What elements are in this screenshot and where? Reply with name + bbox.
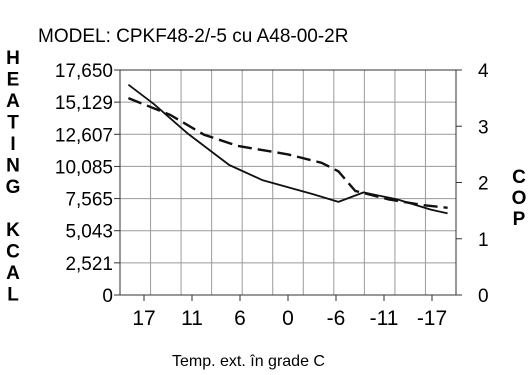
y-tick-label-left: 15,129 — [55, 93, 113, 114]
y-axis-ticks-right: 4 3 2 1 0 — [456, 61, 489, 307]
x-tick-label: -6 — [327, 307, 346, 330]
y-axis-label-left-letter: C — [6, 242, 20, 263]
y-axis-label-left-letter: T — [7, 113, 19, 134]
y-axis-label-left-letter: N — [6, 156, 20, 177]
y-axis-ticks-left: 17,650 15,129 12,607 10,085 7,565 5,043 2,521 0 — [55, 61, 120, 307]
series-lines — [127, 83, 448, 215]
y-tick-label-right: 3 — [478, 117, 489, 138]
y-axis-label-left-letter: A — [6, 91, 20, 112]
y-tick-label-left: 0 — [102, 286, 113, 307]
series-line-cop — [127, 96, 448, 209]
y-tick-label-left: 5,043 — [65, 222, 113, 243]
x-axis-label: Temp. ext. în grade C — [172, 353, 325, 370]
y-axis-label-left-letter: G — [6, 177, 21, 198]
y-tick-label-left: 17,650 — [55, 61, 113, 82]
x-tick-label: 6 — [234, 307, 246, 330]
x-tick-label: -17 — [417, 307, 447, 330]
y-axis-label-left-letter: K — [6, 220, 20, 241]
chart-title: MODEL: CPKF48-2/-5 cu A48-00-2R — [38, 26, 348, 47]
plot-frame — [119, 69, 457, 296]
x-axis-ticks: 17 11 6 0 -6 -11 -17 — [132, 295, 447, 330]
grid — [120, 70, 456, 295]
y-axis-label-right-letter: P — [513, 209, 526, 230]
y-tick-label-right: 4 — [478, 61, 489, 82]
x-tick-label: -11 — [370, 307, 399, 330]
y-tick-label-right: 0 — [478, 286, 489, 307]
x-tick-label: 0 — [282, 307, 294, 330]
series-line-heating — [127, 83, 448, 215]
y-axis-label-left-letter: H — [6, 48, 20, 69]
y-tick-label-left: 7,565 — [65, 190, 113, 211]
y-axis-label-left-letter: A — [6, 263, 20, 284]
y-tick-label-left: 10,085 — [55, 157, 113, 178]
y-axis-label-right-letter: C — [512, 167, 526, 188]
x-tick-label: 11 — [181, 307, 203, 330]
y-axis-label-left-letter: I — [10, 134, 15, 155]
y-axis-label-right-letter: O — [512, 188, 527, 209]
y-tick-label-right: 1 — [478, 230, 489, 251]
y-axis-label-left-letter: L — [7, 285, 19, 306]
y-tick-label-right: 2 — [478, 174, 489, 195]
x-tick-label: 17 — [132, 307, 155, 330]
y-axis-label-left-letter: E — [7, 70, 20, 91]
y-tick-label-left: 12,607 — [55, 125, 113, 146]
y-axis-label-right: COP — [512, 167, 527, 230]
y-tick-label-left: 2,521 — [65, 254, 113, 275]
